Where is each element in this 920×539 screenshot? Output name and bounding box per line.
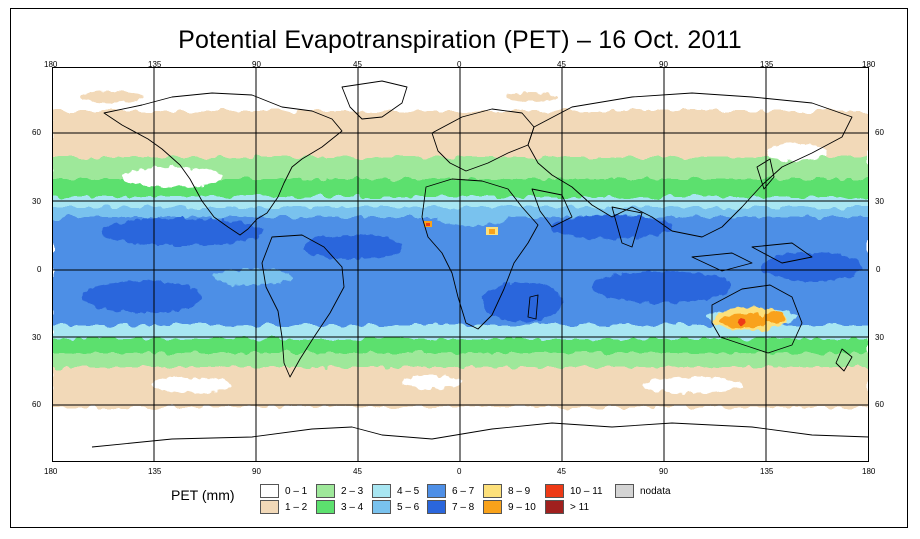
lon-label-top: 135: [760, 60, 774, 69]
patch-7-8: [302, 235, 402, 259]
patch-7-8: [592, 271, 732, 303]
hotspots: [424, 221, 786, 331]
indonesia-outline: [691, 252, 753, 272]
antarctica-outline: [91, 422, 869, 448]
lon-label-bottom: 90: [659, 467, 668, 476]
patch-0-1: [402, 375, 462, 389]
legend-swatch-10-11: [545, 484, 564, 498]
patch-7-8: [82, 281, 202, 313]
legend-label: 3 – 4: [341, 502, 364, 513]
lon-label-bottom: 180: [44, 467, 58, 476]
lon-label-top: 45: [557, 60, 566, 69]
hotspot-australia: [737, 319, 747, 325]
legend-label: nodata: [640, 486, 671, 497]
legend-swatch-2-3: [316, 484, 335, 498]
patch-0-1: [642, 377, 742, 393]
legend-label: 7 – 8: [452, 502, 475, 513]
legend-swatch-7-8: [427, 500, 446, 514]
legend-swatch-0-1: [260, 484, 279, 498]
legend-swatch-4-5: [372, 484, 391, 498]
patch-0-1: [152, 377, 232, 393]
patch-7-8: [762, 253, 862, 281]
lon-label-top: 135: [148, 60, 162, 69]
patch-7-8: [552, 215, 672, 239]
figure-frame: [10, 8, 908, 528]
patch-0-1: [767, 143, 827, 161]
hotspot-sahel-central: [489, 229, 495, 234]
legend-swatch-5-6: [372, 500, 391, 514]
legend-label: 10 – 11: [570, 486, 603, 497]
africa-outline: [421, 178, 539, 330]
lat-label-left: 60: [32, 128, 41, 137]
legend-label: 5 – 6: [397, 502, 420, 513]
south-america-outline: [261, 234, 345, 378]
lon-label-bottom: 90: [252, 467, 261, 476]
lat-label-left: 30: [32, 197, 41, 206]
lon-label-top: 90: [659, 60, 668, 69]
lon-label-top: 45: [353, 60, 362, 69]
patch-1-2: [507, 92, 557, 102]
hotspot-australia: [764, 311, 784, 323]
new-guinea-outline: [751, 242, 813, 264]
legend-swatch-6-7: [427, 484, 446, 498]
legend-label: 4 – 5: [397, 486, 420, 497]
lon-label-top: 180: [862, 60, 876, 69]
hotspot-sahel-west: [426, 223, 430, 226]
lon-label-top: 180: [44, 60, 58, 69]
lon-label-top: 0: [457, 60, 462, 69]
lon-label-top: 90: [252, 60, 261, 69]
asia-outline: [527, 92, 853, 238]
graticule: [52, 67, 869, 462]
lat-label-right: 30: [875, 333, 884, 342]
lon-label-bottom: 45: [557, 467, 566, 476]
map-area: [52, 67, 869, 462]
lat-label-left: 0: [37, 265, 42, 274]
patch-0-1: [122, 167, 222, 187]
patch-5-6: [437, 208, 507, 226]
coastlines: [91, 80, 869, 448]
legend-swatch-gt-11: [545, 500, 564, 514]
lon-label-bottom: 135: [760, 467, 774, 476]
north-america-outline: [103, 92, 343, 236]
patch-7-8: [102, 218, 262, 246]
legend-swatch-3-4: [316, 500, 335, 514]
australia-outline: [711, 284, 803, 354]
lat-label-right: 60: [875, 128, 884, 137]
pet-map: [52, 67, 869, 462]
patch-7-8: [482, 282, 562, 322]
patch-1-2: [82, 91, 142, 103]
india-outline: [611, 206, 643, 248]
lon-label-bottom: 0: [457, 467, 462, 476]
patch-5-6: [212, 269, 292, 285]
lat-label-right: 30: [875, 197, 884, 206]
legend-title: PET (mm): [171, 487, 235, 503]
legend-label: 0 – 1: [285, 486, 308, 497]
europe-outline: [431, 108, 535, 172]
legend-label: 6 – 7: [452, 486, 475, 497]
legend-label: 8 – 9: [508, 486, 531, 497]
madagascar-outline: [527, 294, 539, 320]
lat-label-right: 0: [876, 265, 881, 274]
lat-label-left: 60: [32, 400, 41, 409]
lon-label-bottom: 135: [148, 467, 162, 476]
legend-swatch-8-9: [483, 484, 502, 498]
lat-label-right: 60: [875, 400, 884, 409]
legend-label: > 11: [570, 502, 589, 513]
map-title: Potential Evapotranspiration (PET) – 16 …: [178, 26, 742, 54]
legend-label: 9 – 10: [508, 502, 536, 513]
legend-swatch-1-2: [260, 500, 279, 514]
greenland-outline: [341, 80, 408, 120]
legend-label: 2 – 3: [341, 486, 364, 497]
legend-swatch-nodata: [615, 484, 634, 498]
lon-label-bottom: 180: [862, 467, 876, 476]
new-zealand-outline: [835, 348, 853, 372]
legend-swatch-9-10: [483, 500, 502, 514]
legend-label: 1 – 2: [285, 502, 308, 513]
lat-label-left: 30: [32, 333, 41, 342]
map-border: [52, 67, 869, 462]
lon-label-bottom: 45: [353, 467, 362, 476]
